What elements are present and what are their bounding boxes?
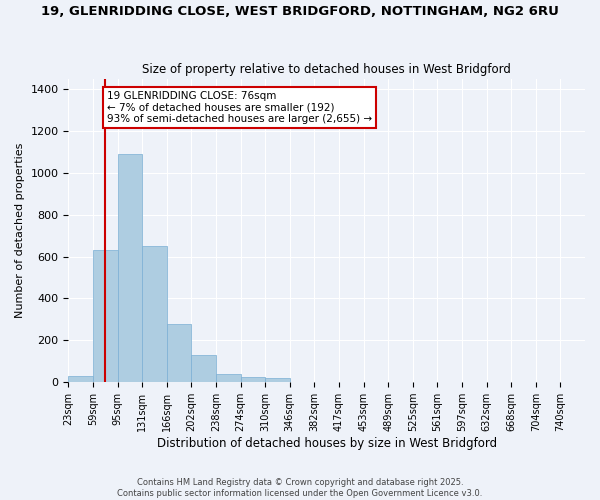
Text: 19 GLENRIDDING CLOSE: 76sqm
← 7% of detached houses are smaller (192)
93% of sem: 19 GLENRIDDING CLOSE: 76sqm ← 7% of deta…	[107, 91, 372, 124]
Bar	[167, 324, 191, 382]
Bar	[68, 376, 93, 382]
Y-axis label: Number of detached properties: Number of detached properties	[15, 142, 25, 318]
Bar	[241, 377, 265, 382]
Bar	[118, 154, 142, 382]
Text: 19, GLENRIDDING CLOSE, WEST BRIDGFORD, NOTTINGHAM, NG2 6RU: 19, GLENRIDDING CLOSE, WEST BRIDGFORD, N…	[41, 5, 559, 18]
Bar	[142, 246, 167, 382]
Bar	[191, 355, 216, 382]
Bar	[216, 374, 241, 382]
Bar	[265, 378, 290, 382]
X-axis label: Distribution of detached houses by size in West Bridgford: Distribution of detached houses by size …	[157, 437, 497, 450]
Text: Contains HM Land Registry data © Crown copyright and database right 2025.
Contai: Contains HM Land Registry data © Crown c…	[118, 478, 482, 498]
Bar	[93, 250, 118, 382]
Title: Size of property relative to detached houses in West Bridgford: Size of property relative to detached ho…	[142, 63, 511, 76]
